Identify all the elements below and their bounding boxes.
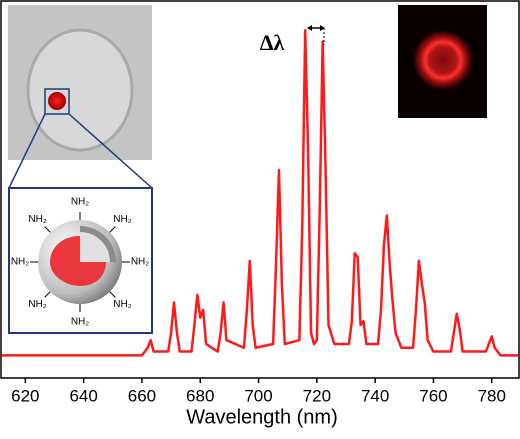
x-tick-label: 720 xyxy=(303,386,331,405)
inset-label: NH₂ xyxy=(71,317,89,328)
zoom-line xyxy=(8,113,46,189)
spectrum-line xyxy=(2,28,518,357)
data-layer xyxy=(2,28,518,357)
x-tick-label: 760 xyxy=(419,386,447,405)
x-tick-label: 640 xyxy=(69,386,97,405)
x-tick-label: 680 xyxy=(186,386,214,405)
zoom-line xyxy=(68,113,153,189)
bond xyxy=(109,291,116,298)
x-tick-label: 660 xyxy=(128,386,156,405)
inset-label: NH₂ xyxy=(71,197,89,208)
zoom-box xyxy=(44,88,70,115)
bond xyxy=(109,226,116,233)
bond xyxy=(44,226,51,233)
annotation: Δλ xyxy=(260,30,285,55)
x-tick-label: 740 xyxy=(361,386,389,405)
shell-cut xyxy=(80,232,110,262)
inset-label: NH₂ xyxy=(28,299,46,310)
ring-emission xyxy=(413,30,473,90)
cell-particle xyxy=(48,92,66,110)
inset-label: NH₂ xyxy=(113,299,131,310)
inset-label: NH₂ xyxy=(11,257,29,268)
x-axis-title: Wavelength (nm) xyxy=(186,406,338,428)
x-tick-label: 620 xyxy=(11,386,39,405)
x-tick-label: 700 xyxy=(244,386,272,405)
bond xyxy=(44,291,51,298)
plot-frame xyxy=(0,0,520,379)
inset-label: NH₂ xyxy=(131,257,149,268)
particle-core xyxy=(50,236,106,286)
delta-arrowhead xyxy=(307,25,325,31)
x-tick-label: 780 xyxy=(478,386,506,405)
cell-body xyxy=(26,28,134,152)
inset-label: NH₂ xyxy=(113,214,131,225)
inset-label: NH₂ xyxy=(28,214,46,225)
